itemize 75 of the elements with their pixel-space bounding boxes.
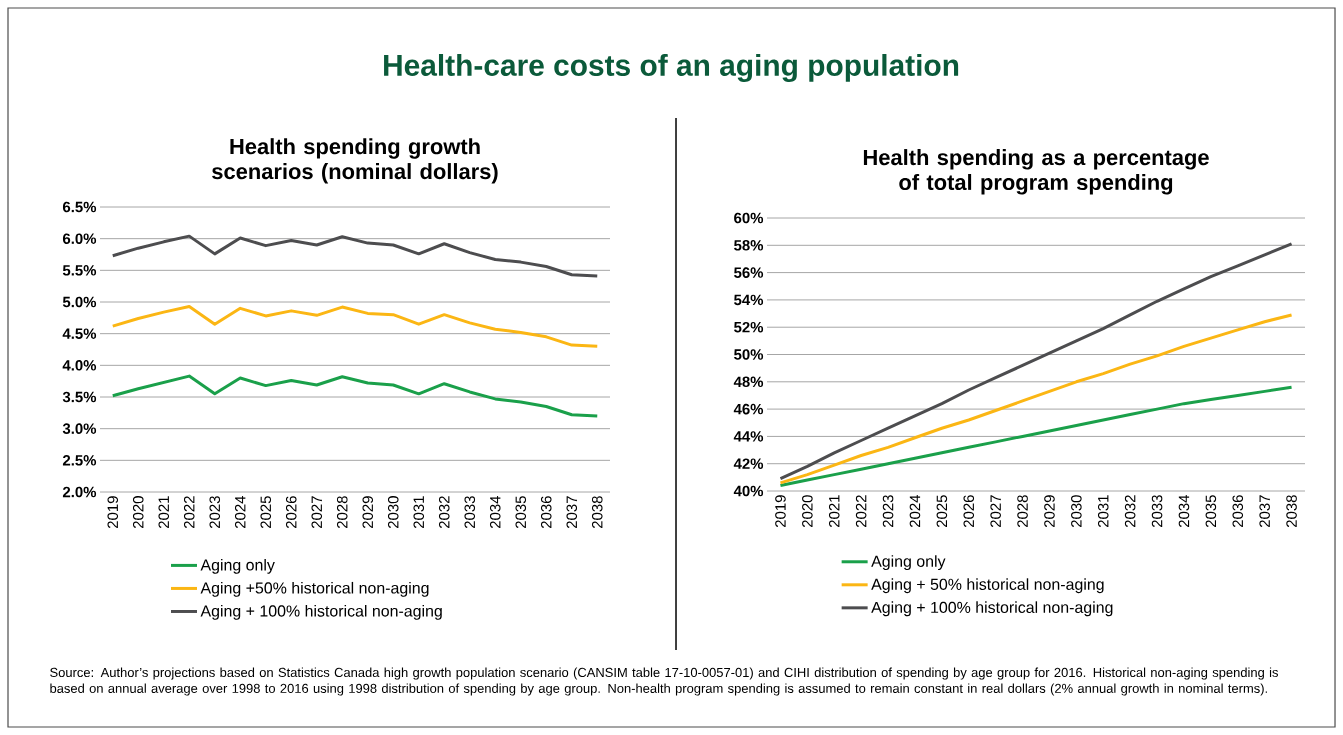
x-tick-label: 2032 <box>1124 495 1136 528</box>
y-tick-label: 5.5% <box>62 265 97 276</box>
x-tick-label: 2036 <box>540 496 552 529</box>
x-tick-label: 2025 <box>260 496 272 529</box>
x-tick-label: 2026 <box>285 496 297 529</box>
x-tick-label: 2033 <box>1151 495 1163 528</box>
y-tick-label: 50% <box>734 349 764 360</box>
line-series <box>111 234 599 278</box>
legend-label: Aging + 100% historical non-aging <box>871 601 1113 617</box>
x-tick-label: 2025 <box>936 495 948 528</box>
x-tick-label: 2022 <box>183 496 195 529</box>
y-tick-label: 48% <box>733 376 764 388</box>
y-tick-label: 4.0% <box>62 360 97 371</box>
y-tick-label: 5.0% <box>62 296 97 308</box>
x-tick-label: 2029 <box>362 496 374 529</box>
y-tick-label: 40% <box>733 485 764 497</box>
x-tick-label: 2037 <box>566 496 578 529</box>
line-series <box>778 242 1294 481</box>
text: Health-care costs of an aging population <box>384 54 959 82</box>
x-tick-label: 2036 <box>1232 495 1244 528</box>
x-tick-label: 2020 <box>802 495 813 528</box>
x-tick-label: 2031 <box>413 496 425 529</box>
x-tick-label: 2019 <box>107 496 119 529</box>
x-tick-label: 2030 <box>1071 495 1082 528</box>
x-tick-label: 2029 <box>1044 495 1055 528</box>
x-tick-label: 2032 <box>438 496 450 529</box>
x-tick-label: 2033 <box>464 496 476 529</box>
y-tick-label: 52% <box>734 321 764 333</box>
x-tick-label: 2020 <box>132 496 144 529</box>
x-tick-label: 2026 <box>963 495 975 528</box>
x-tick-label: 2023 <box>209 496 221 529</box>
y-tick-label: 44% <box>733 431 764 442</box>
y-tick-label: 42% <box>733 458 764 469</box>
y-tick-label: 2.5% <box>62 455 97 466</box>
x-tick-label: 2038 <box>1286 495 1297 528</box>
x-tick-label: 2031 <box>1097 495 1109 528</box>
y-tick-label: 46% <box>733 403 764 415</box>
x-tick-label: 2022 <box>855 495 867 528</box>
x-tick-label: 2028 <box>336 496 348 529</box>
x-tick-label: 2027 <box>990 495 1001 528</box>
y-tick-label: 6.5% <box>62 201 97 213</box>
x-tick-label: 2034 <box>489 495 501 529</box>
y-tick-label: 56% <box>734 267 764 278</box>
y-tick-label: 6.0% <box>62 233 97 244</box>
x-tick-label: 2023 <box>882 495 894 528</box>
x-tick-label: 2035 <box>515 496 527 529</box>
x-tick-label: 2037 <box>1259 495 1270 528</box>
chart-title: Health spending as a percentage of total program spending <box>863 149 1209 195</box>
y-tick-label: 3.5% <box>62 391 97 403</box>
x-tick-label: 2038 <box>591 496 603 529</box>
x-tick-label: 2028 <box>1017 495 1028 528</box>
x-tick-label: 2027 <box>311 496 323 529</box>
source-note: Source: Author’s projections based on Statistics Canada high growth population scenario (CANSIM table 17-10-0057-01) and CIHI distribution of spending by age group for 2016. Historical non-aging spending is based on annual average over 1998 to 2016 using 1998 distribution of spending by age group. Non-health program spending is assumed to remain constant in real dollars (2% annual growth in nominal terms). <box>50 667 1278 696</box>
x-tick-label: 2024 <box>909 494 921 528</box>
legend-label: Aging +50% historical non-aging <box>200 581 429 597</box>
x-tick-label: 2035 <box>1205 495 1217 528</box>
legend-label: Aging + 100% historical non-aging <box>200 604 442 620</box>
y-tick-label: 58% <box>734 240 764 251</box>
legend-label: Aging only <box>871 555 946 571</box>
x-tick-label: 2019 <box>775 495 786 528</box>
y-tick-label: 60% <box>734 212 764 224</box>
x-tick-label: 2034 <box>1178 494 1190 528</box>
y-tick-label: 4.5% <box>62 328 97 339</box>
y-tick-label: 54% <box>734 294 764 306</box>
chart-title: Health spending growth scenarios (nominal dollars) <box>212 138 498 184</box>
y-tick-label: 2.0% <box>62 486 97 498</box>
x-tick-label: 2021 <box>158 496 170 529</box>
legend-label: Aging + 50% historical non-aging <box>871 578 1104 594</box>
line-series <box>778 313 1294 485</box>
x-tick-label: 2024 <box>234 495 246 529</box>
line-series <box>111 304 599 348</box>
legend-label: Aging only <box>200 558 275 574</box>
y-tick-label: 3.0% <box>62 423 97 434</box>
x-tick-label: 2021 <box>828 495 840 528</box>
x-tick-label: 2030 <box>387 496 399 529</box>
